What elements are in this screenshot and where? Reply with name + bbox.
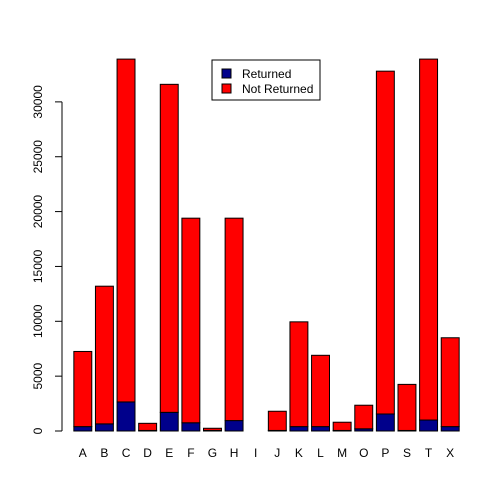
y-tick-label: 30000 — [31, 85, 45, 119]
y-tick-label: 15000 — [31, 249, 45, 283]
bar-T-returned — [419, 419, 439, 432]
y-tick-label: 5000 — [31, 362, 45, 389]
x-tick-label: X — [446, 446, 454, 460]
x-tick-label: F — [187, 446, 194, 460]
x-tick-label: J — [274, 446, 280, 460]
x-tick-label: O — [359, 446, 368, 460]
y-axis: 0 5000 10000 15000 20000 25000 30000 — [31, 85, 63, 434]
bar-E-returned — [159, 411, 179, 432]
bar-K-returned — [289, 426, 309, 432]
bar-F-returned — [181, 422, 201, 432]
bar-A-not-returned — [73, 350, 93, 428]
bar-E-not-returned — [159, 83, 179, 413]
legend-swatch-not-returned — [221, 83, 232, 94]
bar-C-returned — [116, 401, 136, 432]
y-tick-label: 10000 — [31, 304, 45, 338]
bar-M-not-returned — [332, 421, 352, 431]
bar-O-not-returned — [354, 404, 374, 430]
bar-X-returned — [440, 426, 460, 432]
legend-swatch-returned — [221, 68, 232, 79]
bar-T-not-returned — [419, 58, 439, 421]
x-tick-label: P — [381, 446, 389, 460]
x-tick-label: B — [100, 446, 108, 460]
bar-J-not-returned — [267, 410, 287, 431]
bar-H-not-returned — [224, 217, 244, 422]
x-tick-label: M — [337, 446, 347, 460]
bar-C-not-returned — [116, 58, 136, 403]
x-tick-label: I — [254, 446, 257, 460]
legend-label-not-returned: Not Returned — [242, 82, 313, 96]
bars-layer — [73, 58, 460, 432]
y-tick-label: 0 — [31, 427, 45, 434]
y-tick-label: 25000 — [31, 140, 45, 174]
bar-D-not-returned — [138, 422, 158, 431]
x-tick-label: C — [122, 446, 131, 460]
x-tick-label: A — [79, 446, 87, 460]
x-tick-label: L — [317, 446, 324, 460]
y-tick-label: 20000 — [31, 195, 45, 229]
x-tick-label: S — [403, 446, 411, 460]
legend-label-returned: Returned — [242, 67, 291, 81]
x-tick-label: D — [143, 446, 152, 460]
bar-B-not-returned — [94, 285, 114, 425]
bar-K-not-returned — [289, 321, 309, 428]
x-tick-label: K — [295, 446, 303, 460]
bar-P-not-returned — [375, 70, 395, 415]
x-tick-label: H — [230, 446, 239, 460]
bar-B-returned — [94, 423, 114, 432]
bar-G-not-returned — [203, 427, 222, 431]
bar-F-not-returned — [181, 217, 201, 424]
bar-L-returned — [311, 426, 330, 432]
bar-H-returned — [224, 420, 244, 432]
bar-X-not-returned — [440, 337, 460, 428]
bar-A-returned — [73, 426, 93, 432]
bar-L-not-returned — [311, 354, 330, 428]
bar-S-not-returned — [397, 383, 417, 431]
x-tick-label: T — [425, 446, 433, 460]
bar-P-returned — [375, 413, 395, 432]
x-tick-label: E — [165, 446, 173, 460]
x-tick-label: G — [208, 446, 217, 460]
